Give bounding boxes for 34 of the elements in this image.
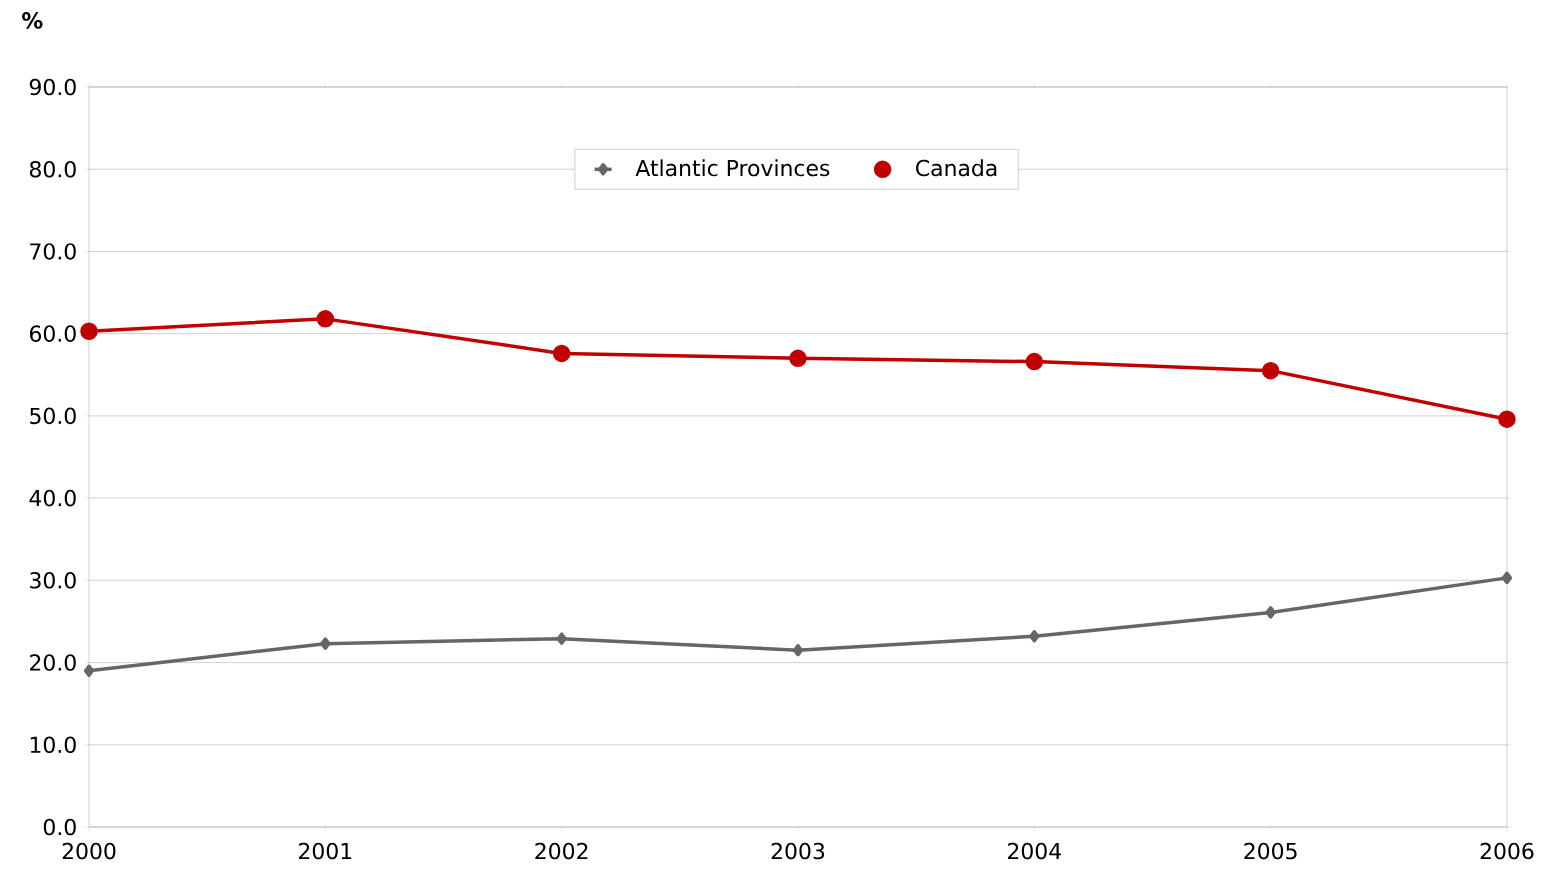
- point: [83, 664, 95, 678]
- x-tick-label: 2004: [1008, 842, 1061, 860]
- y-tick-label: 50.0: [30, 407, 76, 425]
- legend-label: Canada: [916, 159, 997, 177]
- y-tick-label: 10.0: [30, 736, 76, 754]
- x-tick-label: 2005: [1244, 842, 1297, 860]
- point: [792, 643, 804, 657]
- y-axis-title: %: [22, 12, 43, 29]
- point: [1498, 410, 1516, 428]
- y-tick-label: 30.0: [30, 572, 76, 589]
- point: [556, 632, 567, 645]
- x-tick-label: 2002: [535, 842, 588, 860]
- point: [552, 344, 571, 363]
- point: [1261, 361, 1280, 380]
- y-tick-label: 70.0: [30, 243, 76, 260]
- y-tick-label: 40.0: [29, 489, 76, 507]
- point: [316, 310, 335, 328]
- y-tick-label: 60.0: [29, 325, 76, 342]
- point: [1501, 571, 1513, 585]
- point: [789, 349, 807, 368]
- point: [320, 637, 331, 650]
- point: [1265, 606, 1276, 619]
- x-tick-label: 2000: [62, 842, 116, 860]
- x-tick-label: 2003: [771, 842, 825, 860]
- point: [80, 322, 98, 340]
- point: [1025, 352, 1044, 371]
- x-tick-label: 2006: [1480, 842, 1534, 860]
- x-tick-label: 2001: [299, 842, 352, 860]
- y-tick-label: 80.0: [29, 160, 76, 178]
- y-tick-label: 20.0: [30, 654, 76, 671]
- y-tick-label: 90.0: [29, 78, 76, 96]
- legend-label: Atlantic Provinces: [635, 159, 830, 177]
- y-tick-label: 0.0: [43, 818, 76, 836]
- point: [1029, 629, 1040, 643]
